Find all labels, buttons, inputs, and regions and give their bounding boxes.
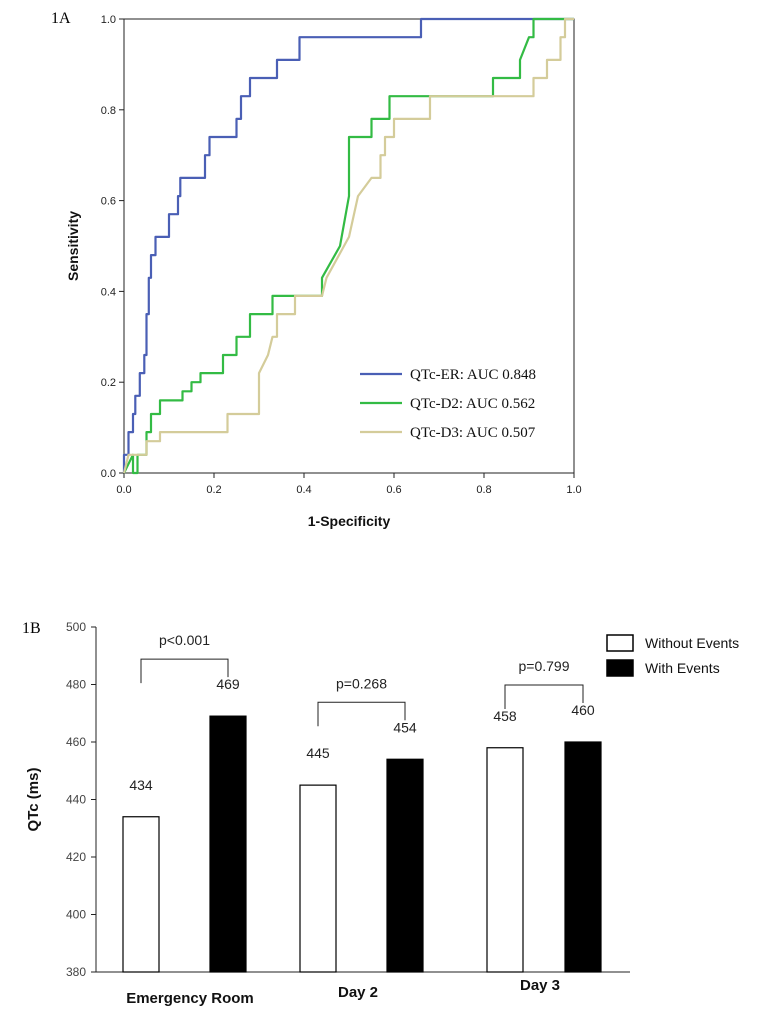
legend-label-3: QTc-D3: AUC 0.507: [410, 425, 536, 441]
roc-chart-panel: 1A 0.0 0.2 0.4 0.6 0.8 1.0 0.0 0.2 0.4 0.6 0.8 1.0 1…: [51, 10, 582, 529]
bar-value-label: 458: [493, 708, 517, 724]
category-label-1: Emergency Room: [126, 990, 254, 1007]
y-tick-label: 1.0: [101, 14, 116, 26]
category-label-2: Day 2: [338, 984, 378, 1001]
bar-without-events-3: [486, 747, 524, 973]
y-tick-label: 0.0: [101, 468, 116, 480]
bar-without-events-2: [299, 784, 337, 973]
y-tick-label: 0.2: [101, 377, 116, 389]
y-tick-label: 460: [66, 735, 86, 749]
legend-label-with-events: With Events: [645, 660, 720, 676]
y-tick-label: 0.8: [101, 105, 116, 117]
y-tick-label: 440: [66, 793, 86, 807]
y-tick-label: 0.4: [101, 286, 116, 298]
y-axis-title: Sensitivity: [65, 211, 81, 281]
bar-value-label: 460: [571, 702, 595, 718]
x-tick-label: 0.2: [206, 484, 221, 496]
legend-label-without-events: Without Events: [645, 635, 739, 651]
legend-swatch-with-events: [606, 659, 634, 677]
bar-with-events-2: [386, 758, 424, 973]
x-axis-title: 1-Specificity: [308, 513, 391, 529]
significance-bracket-2: [317, 701, 406, 727]
legend-swatch-without-events: [606, 634, 634, 652]
panel-label-1a: 1A: [51, 10, 71, 27]
x-tick-label: 1.0: [566, 484, 581, 496]
panel-label-1b: 1B: [22, 620, 41, 637]
x-tick-label: 0.6: [386, 484, 401, 496]
bar-value-label: 469: [216, 676, 240, 692]
bar-without-events-1: [122, 816, 160, 973]
y-axis-title: QTc (ms): [25, 768, 42, 832]
bar-value-label: 454: [393, 719, 417, 735]
bar-chart-panel: 1B 380 400 420 440 460 480 500 QTc (ms) 434 469 p<…: [0, 590, 762, 1027]
x-tick-label: 0.4: [296, 484, 311, 496]
legend-label-1: QTc-ER: AUC 0.848: [410, 367, 536, 383]
y-tick-label: 0.6: [101, 196, 116, 208]
bar-with-events-1: [209, 715, 247, 973]
bar-value-label: 434: [129, 777, 153, 793]
p-value-label-3: p=0.799: [519, 658, 570, 674]
bar-value-label: 445: [306, 745, 330, 761]
x-tick-label: 0.8: [476, 484, 491, 496]
legend-label-2: QTc-D2: AUC 0.562: [410, 396, 535, 412]
category-label-3: Day 3: [520, 977, 560, 994]
roc-chart: 0.0 0.2 0.4 0.6 0.8 1.0 0.0 0.2 0.4 0.6 0.8 1.0 1-Sp…: [65, 14, 582, 529]
significance-bracket-3: [504, 684, 584, 709]
significance-bracket-1: [140, 658, 229, 684]
bar-chart: 380 400 420 440 460 480 500 QTc (ms) 434 469 p<0.0…: [25, 620, 739, 1007]
y-tick-label: 480: [66, 678, 86, 692]
bar-with-events-3: [564, 741, 602, 973]
p-value-label-1: p<0.001: [159, 632, 210, 648]
y-tick-label: 500: [66, 620, 86, 634]
y-tick-label: 380: [66, 965, 86, 979]
p-value-label-2: p=0.268: [336, 675, 387, 691]
plot-frame: [123, 18, 575, 474]
roc-curve-3: [122, 17, 574, 474]
roc-curve-1: [122, 17, 574, 473]
x-tick-label: 0.0: [116, 484, 131, 496]
y-tick-label: 400: [66, 908, 86, 922]
y-tick-label: 420: [66, 850, 86, 864]
